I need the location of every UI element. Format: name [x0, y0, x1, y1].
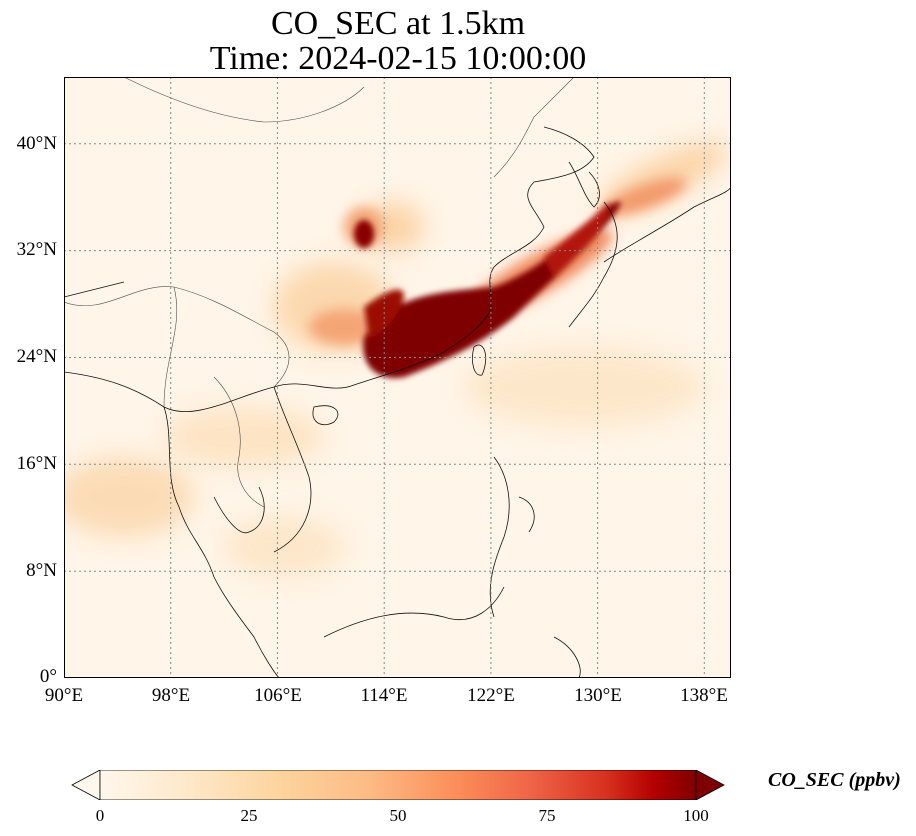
colorbar-tick-50: 50 — [389, 806, 407, 825]
lon-label-138e: 138°E — [680, 685, 728, 706]
colorbar — [70, 769, 726, 801]
map-border — [64, 77, 731, 678]
lat-label-32n: 32°N — [16, 239, 57, 260]
colorbar-min-extend — [71, 769, 101, 801]
country-borders — [64, 77, 575, 508]
colorbar-tick-25: 25 — [240, 806, 258, 825]
colorbar-tick-75: 75 — [538, 806, 556, 825]
colorbar-title: CO_SEC (ppbv) — [768, 769, 901, 791]
plot-title-variable: CO_SEC at 1.5km — [270, 5, 526, 42]
lon-label-98e: 98°E — [151, 685, 191, 706]
colorbar-tick-100: 100 — [683, 806, 709, 825]
lat-label-16n: 16°N — [16, 453, 57, 474]
colorbar-gradient — [99, 769, 697, 801]
gridlines — [64, 77, 731, 678]
coastlines — [64, 126, 731, 678]
colorbar-max-extend — [695, 769, 725, 801]
lat-label-40n: 40°N — [16, 133, 57, 154]
map-panel — [64, 77, 731, 678]
colorbar-tick-0: 0 — [95, 806, 105, 825]
lon-label-106e: 106°E — [254, 685, 302, 706]
co-plume-high — [354, 201, 621, 378]
lon-label-122e: 122°E — [467, 685, 515, 706]
lon-label-114e: 114°E — [360, 685, 408, 706]
lat-label-24n: 24°N — [16, 346, 57, 367]
lat-label-0: 0° — [39, 666, 57, 687]
lon-label-130e: 130°E — [574, 685, 622, 706]
lat-label-8n: 8°N — [26, 560, 57, 581]
co-plume-light — [64, 142, 729, 577]
lon-label-90e: 90°E — [44, 685, 84, 706]
plot-title-time: Time: 2024-02-15 10:00:00 — [209, 40, 587, 77]
